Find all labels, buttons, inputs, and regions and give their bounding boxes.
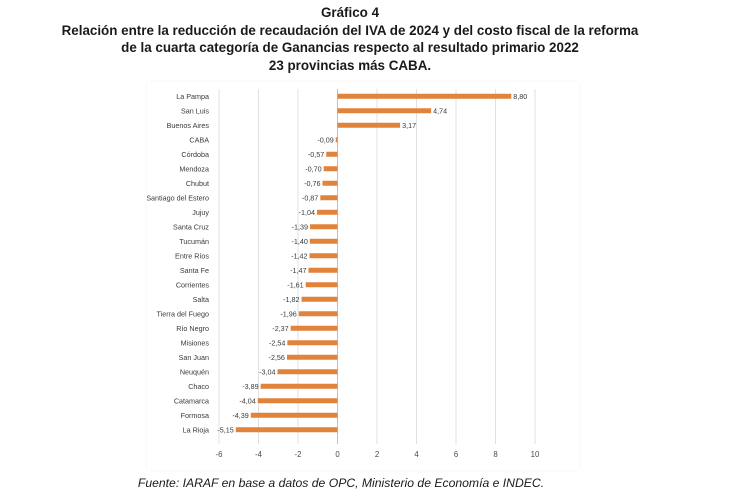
value-label: -1,47 bbox=[290, 266, 306, 275]
value-label: -4,39 bbox=[232, 411, 248, 420]
bar bbox=[322, 180, 338, 186]
category-label: Mendoza bbox=[179, 164, 209, 173]
value-label: -3,89 bbox=[242, 382, 258, 391]
value-label: -1,04 bbox=[299, 208, 315, 217]
category-label: Chubut bbox=[186, 179, 209, 188]
value-label: -1,96 bbox=[280, 309, 296, 318]
bar bbox=[235, 427, 338, 433]
category-label: Santiago del Estero bbox=[147, 193, 209, 202]
bar bbox=[316, 209, 338, 215]
category-label: CABA bbox=[189, 135, 209, 144]
category-label: San Luis bbox=[181, 106, 209, 115]
category-label: La Pampa bbox=[176, 92, 209, 101]
value-label: -0,76 bbox=[304, 179, 320, 188]
bar bbox=[305, 282, 338, 288]
value-label: -5,15 bbox=[217, 425, 233, 434]
bar bbox=[257, 398, 338, 404]
bar bbox=[337, 93, 512, 99]
value-label: -4,04 bbox=[239, 396, 255, 405]
value-label: -0,57 bbox=[308, 150, 324, 159]
category-label: Santa Fe bbox=[180, 266, 209, 275]
category-label: La Rioja bbox=[183, 425, 209, 434]
x-tick-label: -2 bbox=[295, 450, 302, 459]
value-label: -1,39 bbox=[292, 222, 308, 231]
bar bbox=[335, 137, 338, 143]
category-label: Santa Cruz bbox=[173, 222, 209, 231]
category-label: Chaco bbox=[188, 382, 209, 391]
chart-area: -6 -4 -2 0 2 4 6 8 10 La Pampa 8,80 San Luis 4,74 Bue… bbox=[147, 82, 579, 470]
source-note: Fuente: IARAF en base a datos de OPC, Mi… bbox=[137, 476, 545, 490]
bar bbox=[290, 325, 338, 331]
category-label: Tierra del Fuego bbox=[157, 309, 209, 318]
chart-title-line-2: de la cuarta categoría de Ganancias resp… bbox=[121, 40, 579, 55]
bar bbox=[301, 296, 338, 302]
value-label: -1,42 bbox=[291, 251, 307, 260]
value-label: -2,56 bbox=[269, 353, 285, 362]
bar bbox=[260, 383, 338, 389]
x-tick-label: 4 bbox=[414, 450, 419, 459]
chart-title-line-3: 23 provincias más CABA. bbox=[268, 57, 432, 73]
x-tick-label: 2 bbox=[375, 450, 379, 459]
bar bbox=[286, 354, 338, 360]
category-label: Neuquén bbox=[180, 367, 209, 376]
bar bbox=[309, 238, 338, 244]
x-tick-label: 10 bbox=[531, 450, 540, 459]
bar-chart: -6 -4 -2 0 2 4 6 8 10 La Pampa 8,80 San Luis 4,74 Bue… bbox=[147, 89, 540, 459]
figure-label: Gráfico 4 bbox=[320, 5, 380, 20]
x-tick-label: 0 bbox=[335, 450, 340, 459]
category-label: Tucumán bbox=[179, 237, 209, 246]
chart-title-line-1: Relación entre la reducción de recaudaci… bbox=[61, 22, 639, 38]
x-tick-label: -4 bbox=[255, 450, 263, 459]
bar bbox=[320, 195, 338, 201]
value-label: -1,61 bbox=[287, 280, 303, 289]
value-label: 4,74 bbox=[433, 106, 447, 115]
bar bbox=[310, 224, 338, 230]
bar bbox=[298, 311, 338, 317]
category-label: Jujuy bbox=[192, 208, 209, 217]
value-label: -2,37 bbox=[272, 324, 288, 333]
bar bbox=[277, 369, 338, 375]
x-tick-label: 6 bbox=[454, 450, 458, 459]
bar bbox=[309, 253, 338, 259]
value-label: -0,70 bbox=[305, 164, 321, 173]
category-label: San Juan bbox=[179, 353, 209, 362]
bar bbox=[250, 412, 338, 418]
bar bbox=[323, 166, 338, 172]
category-label: Formosa bbox=[181, 411, 209, 420]
x-tick-label: -6 bbox=[216, 450, 223, 459]
bar bbox=[308, 267, 338, 273]
value-label: -1,40 bbox=[291, 237, 307, 246]
category-label: Corrientes bbox=[176, 280, 210, 289]
bar bbox=[326, 151, 338, 157]
value-label: 8,80 bbox=[513, 92, 527, 101]
bar bbox=[287, 340, 338, 346]
value-label: -0,09 bbox=[317, 135, 333, 144]
x-tick-label: 8 bbox=[493, 450, 497, 459]
value-label: 3,17 bbox=[402, 121, 416, 130]
bar bbox=[337, 108, 432, 114]
category-label: Entre Ríos bbox=[175, 251, 209, 260]
value-label: -3,04 bbox=[259, 367, 275, 376]
value-label: -1,82 bbox=[283, 295, 299, 304]
value-label: -0,87 bbox=[302, 193, 318, 202]
category-label: Salta bbox=[193, 295, 209, 304]
category-label: Misiones bbox=[181, 338, 210, 347]
category-label: Catamarca bbox=[174, 396, 209, 405]
category-label: Río Negro bbox=[176, 324, 209, 333]
category-label: Buenos Aires bbox=[167, 121, 210, 130]
category-label: Córdoba bbox=[181, 150, 209, 159]
value-label: -2,54 bbox=[269, 338, 285, 347]
title-block: Gráfico 4 Relación entre la reducción de… bbox=[0, 4, 700, 74]
bar bbox=[337, 122, 401, 128]
